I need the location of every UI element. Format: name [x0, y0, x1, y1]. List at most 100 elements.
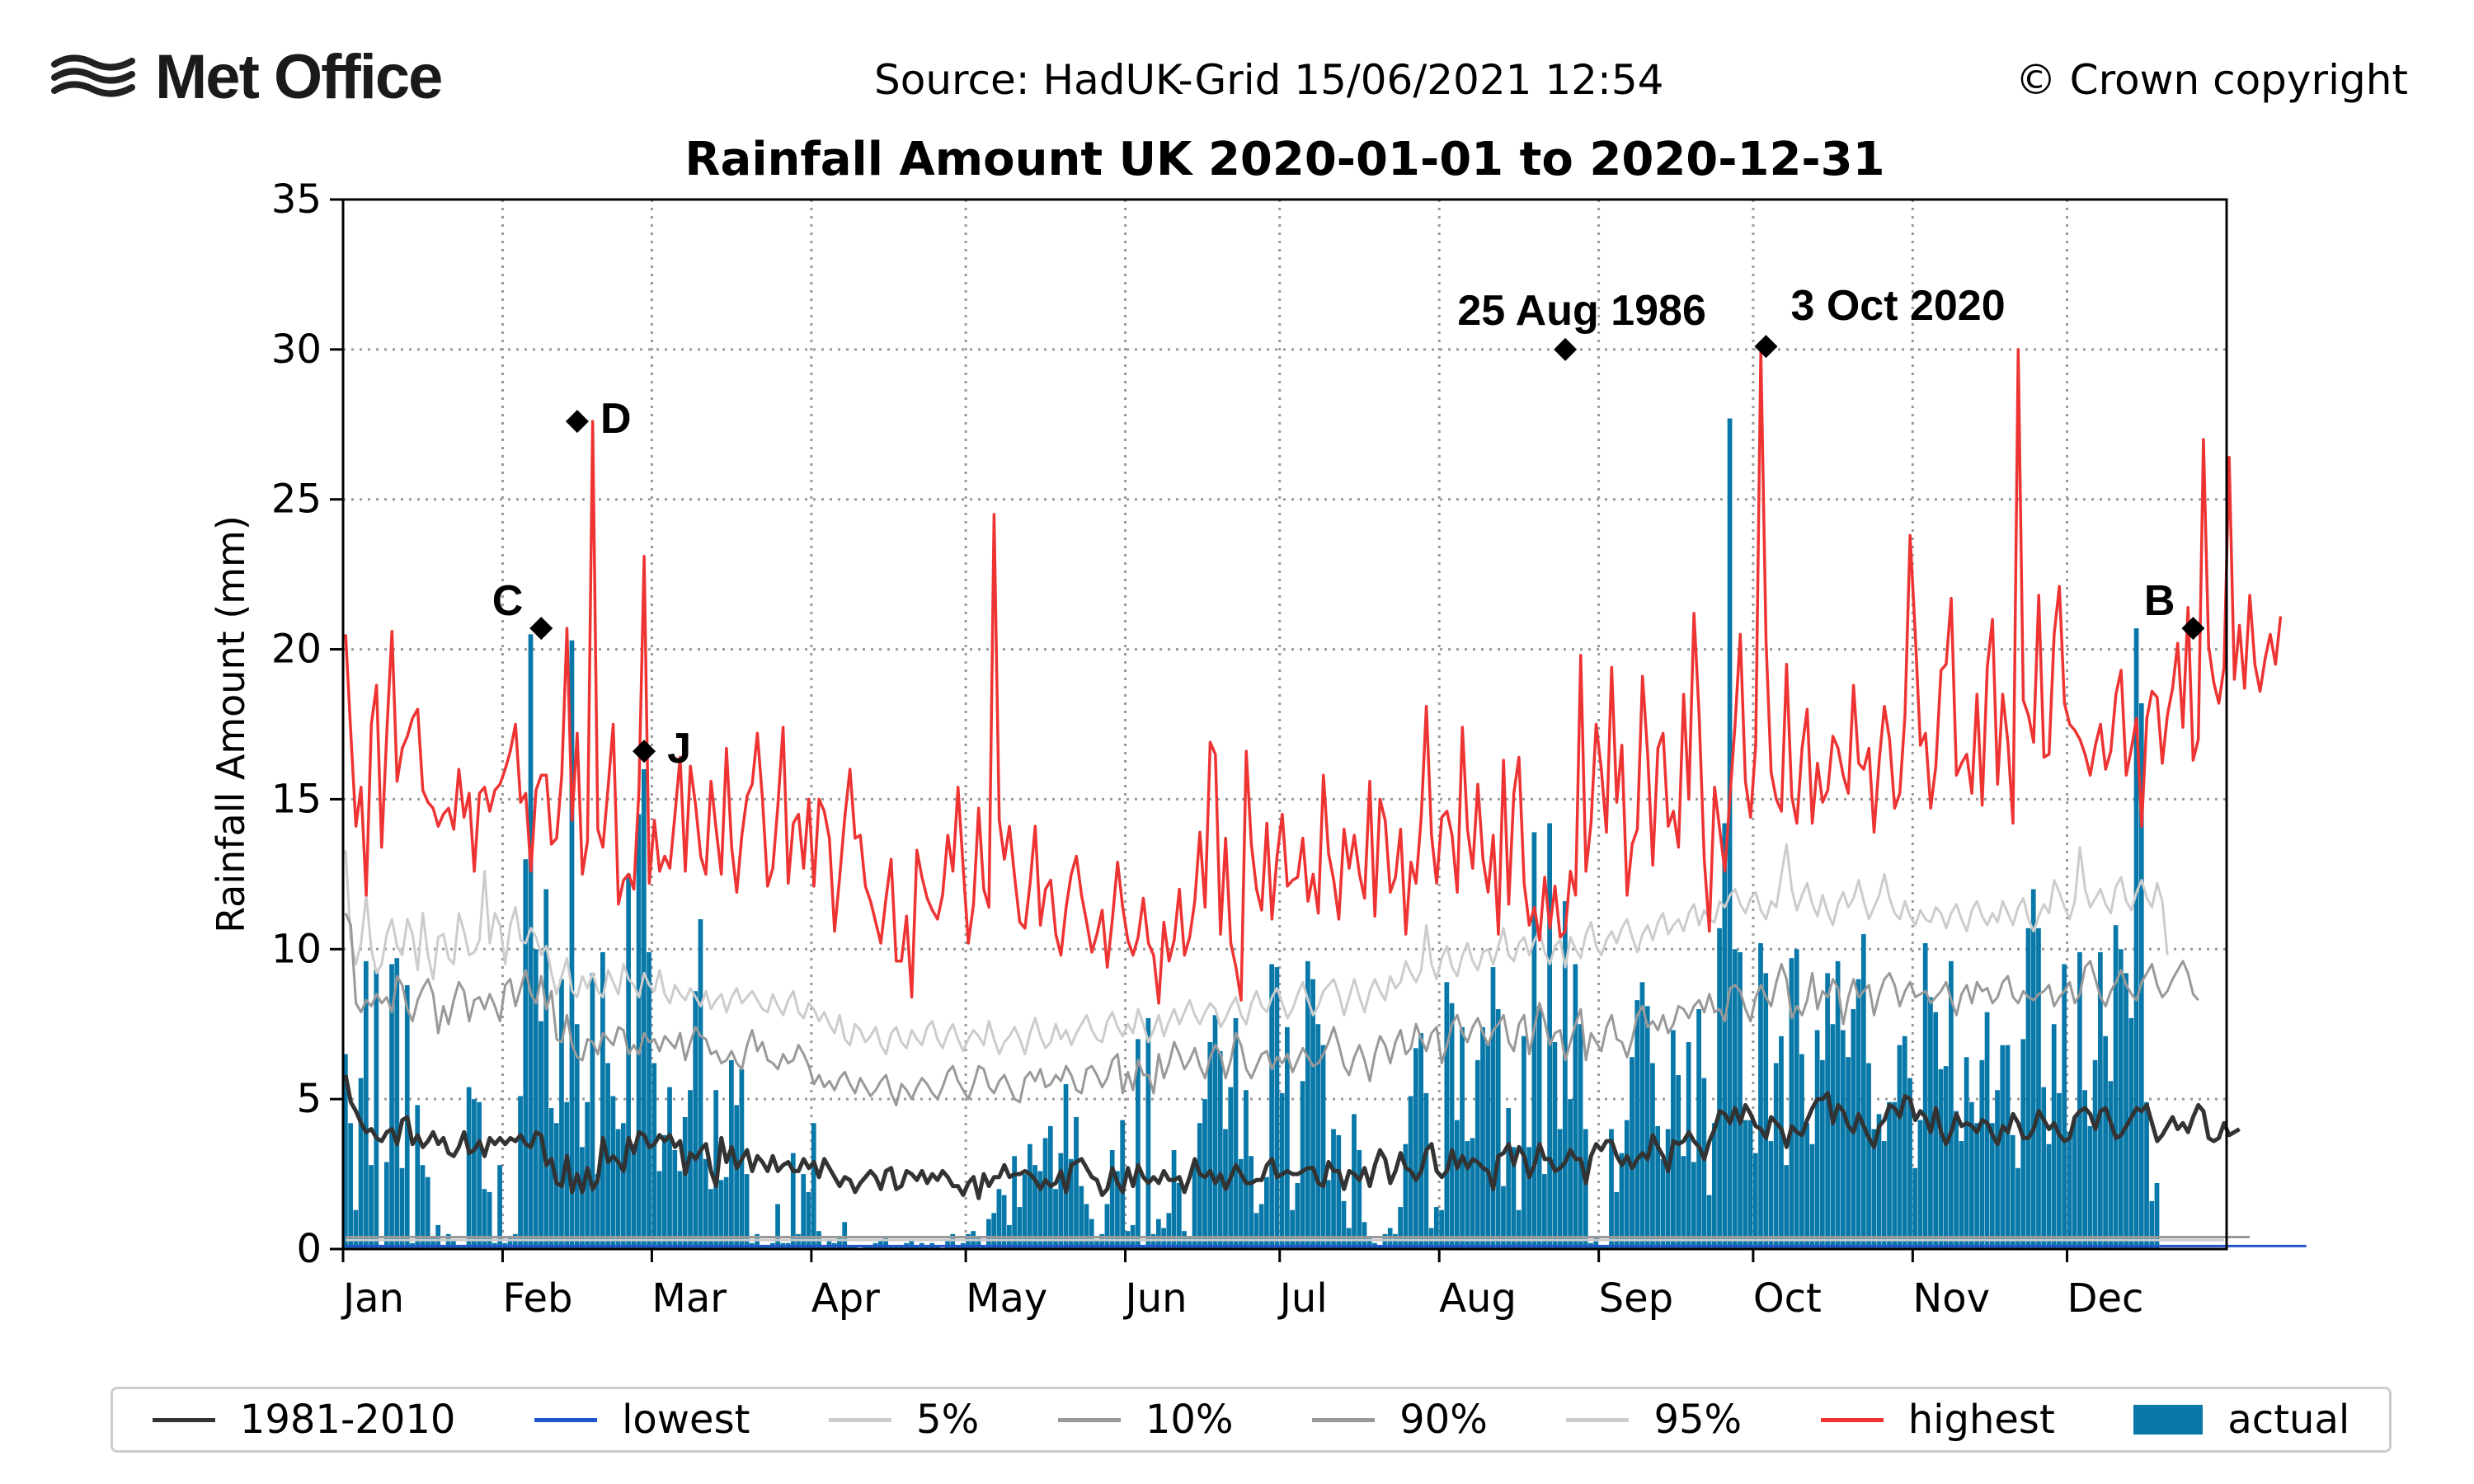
actual-bar: [703, 1158, 708, 1249]
actual-bar: [1979, 1059, 1985, 1249]
y-axis-label: Rainfall Amount (mm): [209, 515, 253, 933]
actual-bar: [1212, 1015, 1218, 1249]
actual-bar: [564, 1101, 570, 1249]
actual-bar: [976, 1237, 981, 1249]
actual-bar: [1331, 1129, 1336, 1249]
actual-bar: [1109, 1149, 1115, 1249]
actual-bar: [440, 1246, 446, 1249]
actual-bar: [379, 1246, 384, 1249]
actual-bar: [1866, 1063, 1871, 1249]
actual-bar: [1233, 1017, 1239, 1249]
legend-label: highest: [1907, 1397, 2055, 1443]
actual-bar: [842, 1222, 848, 1249]
actual-bar: [1789, 958, 1794, 1249]
actual-bar: [1964, 1057, 1969, 1249]
actual-bar: [760, 1246, 765, 1249]
y-tick-label: 15: [271, 776, 322, 822]
actual-bar: [1387, 1228, 1393, 1249]
legend-label: lowest: [622, 1397, 750, 1443]
actual-bar: [1860, 934, 1866, 1249]
actual-bar: [863, 1246, 868, 1249]
legend-swatch: [1820, 1417, 1884, 1422]
actual-bar: [1701, 1078, 1707, 1249]
actual-bar: [1187, 1237, 1192, 1249]
legend-item-p90: 90%: [1312, 1397, 1488, 1443]
actual-bar: [2138, 703, 2144, 1249]
x-tick-label-jul: Jul: [1277, 1275, 1328, 1322]
annotation-label: J: [667, 725, 691, 773]
actual-bar: [1881, 1141, 1887, 1249]
actual-bar: [1943, 1066, 1949, 1249]
actual-bar: [2144, 1101, 2149, 1249]
actual-bar: [1968, 1101, 1974, 1249]
actual-bar: [456, 1246, 462, 1249]
actual-bar: [1814, 1030, 1820, 1249]
actual-bar: [868, 1246, 873, 1249]
actual-bar: [708, 1189, 713, 1249]
actual-bar: [677, 1171, 683, 1249]
actual-bar: [1423, 1092, 1429, 1249]
actual-bar: [615, 1129, 621, 1249]
y-tick-label: 5: [296, 1076, 322, 1122]
actual-bar: [1490, 967, 1496, 1249]
actual-bar: [553, 1123, 559, 1249]
actual-bar: [399, 1167, 405, 1249]
y-tick-label: 35: [271, 176, 322, 223]
actual-bar: [1614, 1191, 1620, 1249]
actual-bar: [1568, 1099, 1573, 1249]
x-tick-label-dec: Dec: [2067, 1275, 2144, 1322]
y-tick-label: 0: [296, 1226, 322, 1272]
legend-swatch: [2133, 1405, 2204, 1435]
actual-bar: [610, 1096, 616, 1249]
actual-bar: [1155, 1219, 1161, 1249]
actual-bar: [826, 1240, 832, 1249]
actual-bar: [1644, 1006, 1650, 1249]
actual-bar: [1166, 1213, 1172, 1249]
actual-bar: [888, 1246, 894, 1249]
actual-bar: [1012, 1156, 1017, 1249]
annotation-marker: [1754, 335, 1778, 359]
actual-bar: [2062, 964, 2067, 1249]
actual-bar: [1547, 823, 1553, 1249]
x-tick-label-jan: Jan: [341, 1275, 404, 1322]
actual-bar: [2067, 1132, 2072, 1249]
actual-bar: [1115, 1171, 1120, 1249]
actual-bar: [1907, 1078, 1912, 1249]
actual-bar: [1141, 1246, 1146, 1249]
annotation-label: D: [600, 395, 632, 443]
actual-bar: [1531, 832, 1537, 1249]
annotation-label: 25 Aug 1986: [1457, 287, 1706, 335]
legend-swatch: [1566, 1417, 1630, 1422]
actual-bar: [1202, 1099, 1207, 1249]
actual-bar: [2046, 1144, 2052, 1249]
actual-bar: [878, 1240, 883, 1249]
header: Met Office Source: HadUK-Grid 15/06/2021…: [0, 33, 2474, 115]
actual-bar: [1526, 1147, 1532, 1249]
actual-bar: [1454, 1120, 1460, 1249]
actual-bar: [1176, 1182, 1182, 1249]
actual-bar: [420, 1165, 426, 1249]
actual-bar: [2108, 1081, 2114, 1249]
actual-bar: [358, 1078, 364, 1249]
actual-bar: [487, 1191, 492, 1249]
actual-bar: [415, 1105, 421, 1249]
legend-label: 90%: [1399, 1397, 1488, 1443]
actual-bar: [1747, 1120, 1753, 1249]
chart-legend: 1981-2010 lowest 5% 10% 90% 95% highest actual: [111, 1387, 2392, 1453]
actual-bar: [682, 1116, 688, 1249]
actual-bar: [1773, 1063, 1779, 1249]
actual-bar: [1752, 1153, 1758, 1249]
actual-bar: [1145, 1017, 1151, 1249]
actual-bar: [1418, 1033, 1423, 1249]
legend-swatch: [1057, 1417, 1121, 1422]
actual-bar: [1650, 1063, 1655, 1249]
actual-bar: [672, 1149, 678, 1249]
actual-bar: [1310, 979, 1315, 1249]
actual-bar: [1403, 1144, 1409, 1249]
actual-bar: [1037, 1171, 1043, 1249]
actual-bar: [1413, 1048, 1418, 1249]
actual-bar: [1099, 1233, 1105, 1249]
actual-bar: [2128, 1017, 2134, 1249]
actual-bar: [1717, 928, 1722, 1249]
actual-bar: [991, 1213, 997, 1249]
